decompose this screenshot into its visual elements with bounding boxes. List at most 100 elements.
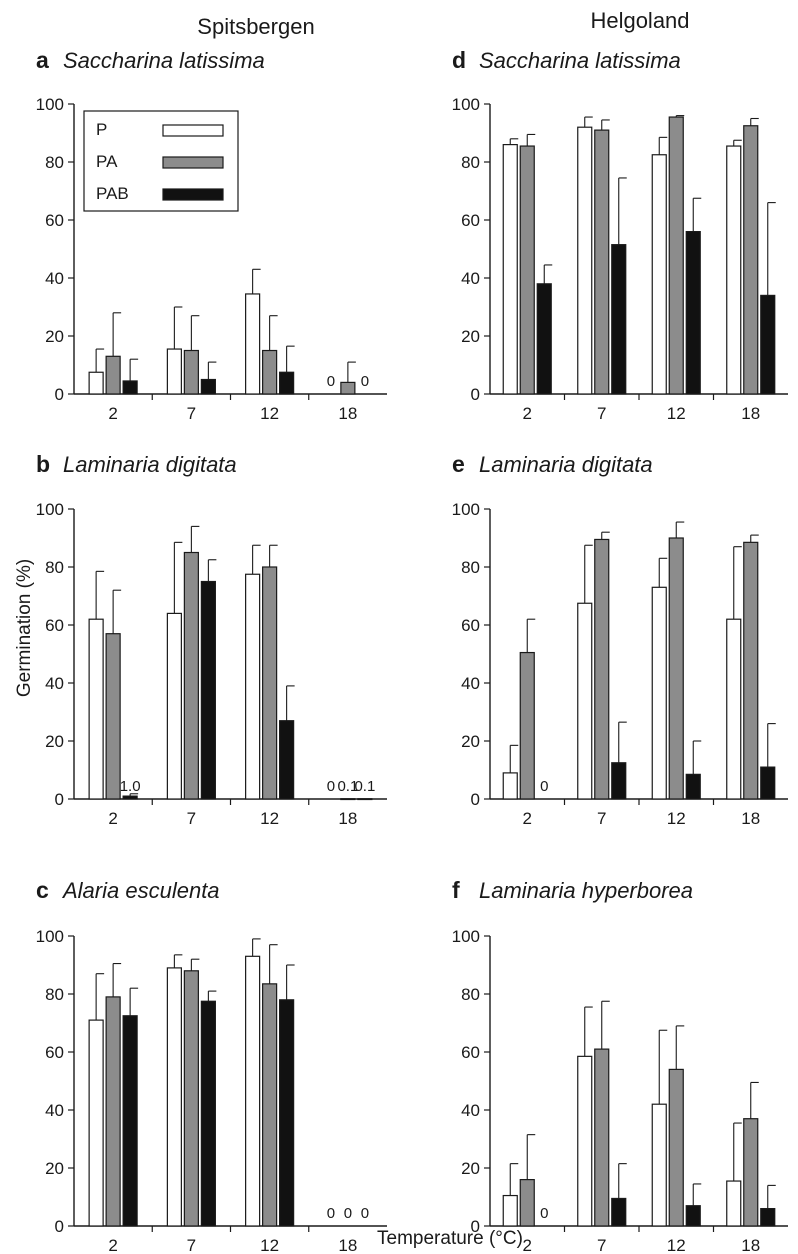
y-tick-label: 40 xyxy=(461,269,480,288)
bar-pa-7 xyxy=(183,551,199,800)
y-tick-label: 0 xyxy=(471,385,480,404)
panel-letter-d: d xyxy=(452,47,466,73)
y-tick-label: 100 xyxy=(36,927,64,946)
bar-pa-12 xyxy=(262,983,278,1227)
y-tick-label: 40 xyxy=(45,674,64,693)
y-tick-label: 20 xyxy=(45,732,64,751)
y-tick-label: 40 xyxy=(45,269,64,288)
legend-swatch-p xyxy=(162,124,224,137)
bar-pab-7 xyxy=(611,244,627,395)
data-label: 0.1 xyxy=(337,778,358,795)
bar-pa-12 xyxy=(668,537,684,800)
y-tick-label: 100 xyxy=(36,95,64,114)
y-axis-title: Germination (%) xyxy=(14,559,35,697)
site-title-spitsbergen: Spitsbergen xyxy=(197,14,314,39)
bar-p-7 xyxy=(166,967,182,1227)
panel-d: d Saccharina latissima 0 20 40 60 80 100 2 7 12 18 xyxy=(452,47,788,423)
y-tick-label: 20 xyxy=(45,327,64,346)
bar-pab-7 xyxy=(611,1197,627,1227)
bar-pa-7 xyxy=(183,970,199,1227)
x-tick-label: 18 xyxy=(338,809,357,828)
x-tick-label: 12 xyxy=(667,809,686,828)
x-tick-label: 12 xyxy=(260,809,279,828)
legend-swatch-pab xyxy=(162,188,224,201)
bar-pab-18 xyxy=(357,798,373,801)
y-tick-label: 0 xyxy=(55,1217,64,1236)
data-label: 0 xyxy=(361,373,369,390)
data-label: 0.1 xyxy=(354,778,375,795)
bar-pa-2 xyxy=(105,355,121,395)
y-tick-label: 20 xyxy=(461,1159,480,1178)
bar-p-18 xyxy=(726,145,742,395)
legend-label-pa: PA xyxy=(96,152,118,171)
y-tick-label: 100 xyxy=(452,500,480,519)
y-tick-label: 20 xyxy=(461,732,480,751)
x-tick-label: 18 xyxy=(741,404,760,423)
legend-label-pab: PAB xyxy=(96,184,129,203)
y-tick-label: 100 xyxy=(452,927,480,946)
bar-pab-7 xyxy=(200,1000,216,1227)
bar-pa-2 xyxy=(105,633,121,800)
y-tick-label: 0 xyxy=(55,385,64,404)
bar-p-2 xyxy=(88,371,104,395)
x-tick-label: 7 xyxy=(597,809,606,828)
x-tick-label: 7 xyxy=(187,404,196,423)
x-tick-label: 18 xyxy=(741,809,760,828)
x-tick-label: 18 xyxy=(338,1236,357,1254)
panel-species-a: Saccharina latissima xyxy=(63,48,265,73)
x-tick-label: 18 xyxy=(741,1236,760,1254)
bar-pa-18 xyxy=(743,541,759,800)
bar-pa-7 xyxy=(594,129,610,395)
x-axis-title: Temperature (°C) xyxy=(377,1228,523,1249)
bar-pa-12 xyxy=(262,566,278,800)
data-label: 0 xyxy=(327,373,335,390)
y-tick-label: 60 xyxy=(461,211,480,230)
bar-pab-18 xyxy=(760,294,776,395)
panel-b: b Laminaria digitata 0 20 40 60 80 100 21.0 7 12 18… xyxy=(36,451,387,828)
y-tick-label: 40 xyxy=(461,1101,480,1120)
x-tick-label: 2 xyxy=(108,1236,117,1254)
bar-pa-18 xyxy=(743,1118,759,1227)
x-tick-label: 7 xyxy=(597,1236,606,1254)
bar-p-7 xyxy=(577,602,593,800)
x-tick-label: 2 xyxy=(523,404,532,423)
bar-pab-7 xyxy=(611,762,627,800)
bar-pa-2 xyxy=(519,145,535,395)
bar-p-12 xyxy=(651,154,667,395)
x-tick-label: 2 xyxy=(523,1236,532,1254)
bar-p-2 xyxy=(88,1019,104,1227)
bar-pa-12 xyxy=(668,1068,684,1227)
bar-pab-2 xyxy=(122,380,138,395)
x-tick-label: 12 xyxy=(667,1236,686,1254)
bar-pa-7 xyxy=(594,1048,610,1227)
bar-pa-18 xyxy=(340,798,356,801)
y-tick-label: 40 xyxy=(461,674,480,693)
panel-letter-c: c xyxy=(36,877,49,903)
y-tick-label: 80 xyxy=(45,153,64,172)
y-tick-label: 40 xyxy=(45,1101,64,1120)
bar-p-7 xyxy=(166,612,182,800)
bar-p-12 xyxy=(651,586,667,800)
x-tick-label: 12 xyxy=(260,404,279,423)
bar-p-2 xyxy=(88,618,104,800)
bar-p-2 xyxy=(502,1194,518,1227)
y-tick-label: 60 xyxy=(45,616,64,635)
data-label: 0 xyxy=(540,778,548,795)
panel-species-c: Alaria esculenta xyxy=(61,878,220,903)
data-label: 0 xyxy=(327,1205,335,1222)
bar-pa-12 xyxy=(262,349,278,395)
y-tick-label: 20 xyxy=(461,327,480,346)
x-tick-label: 7 xyxy=(187,809,196,828)
y-tick-label: 60 xyxy=(45,1043,64,1062)
y-tick-label: 20 xyxy=(45,1159,64,1178)
x-tick-label: 7 xyxy=(187,1236,196,1254)
y-tick-label: 100 xyxy=(36,500,64,519)
y-tick-label: 80 xyxy=(461,985,480,1004)
site-title-helgoland: Helgoland xyxy=(590,8,689,33)
y-tick-label: 0 xyxy=(55,790,64,809)
